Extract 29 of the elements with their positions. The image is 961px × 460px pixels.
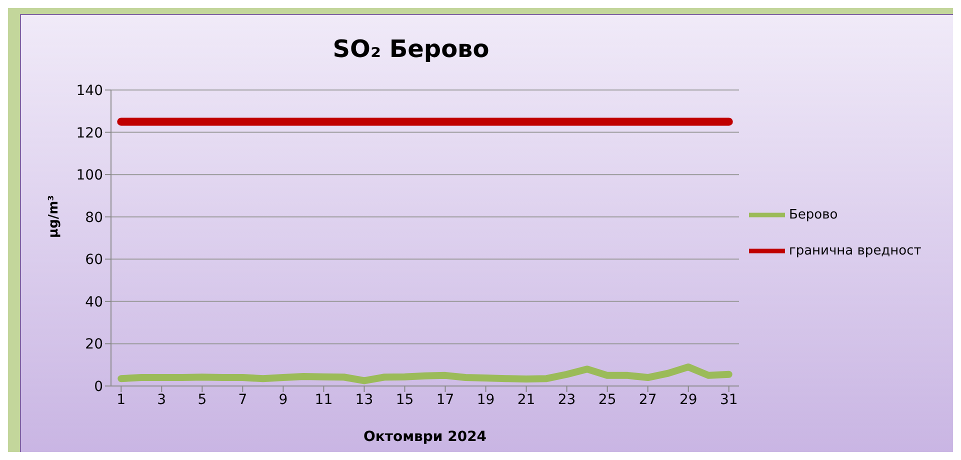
- x-axis-title: Октомври 2024: [363, 429, 487, 445]
- x-tick-label: 15: [396, 392, 414, 408]
- x-tick-label: 11: [314, 392, 333, 408]
- x-tick-label: 31: [720, 392, 738, 408]
- x-tick-label: 9: [278, 392, 288, 408]
- x-tick-label: 7: [238, 392, 248, 408]
- y-tick-label: 60: [85, 252, 103, 268]
- x-tick-label: 13: [355, 392, 374, 408]
- x-tick-label: 25: [598, 392, 616, 408]
- x-tick-label: 29: [679, 392, 698, 408]
- x-tick-label: 1: [116, 392, 126, 408]
- x-tick-label: 27: [638, 392, 657, 408]
- chart-title: SO₂ Берово: [332, 35, 490, 63]
- y-axis-title: µg/m³: [46, 195, 62, 238]
- x-tick-label: 3: [157, 392, 166, 408]
- y-tick-label: 20: [85, 336, 103, 353]
- x-tick-label: 17: [436, 392, 454, 408]
- x-tick-label: 23: [558, 392, 576, 408]
- y-tick-label: 140: [76, 82, 103, 99]
- y-tick-label: 80: [85, 210, 103, 226]
- y-tick-label: 120: [76, 125, 103, 142]
- y-tick-label: 40: [85, 294, 103, 310]
- x-tick-label: 5: [198, 392, 207, 408]
- y-tick-label: 100: [76, 168, 103, 184]
- x-tick-label: 21: [517, 392, 536, 408]
- legend-label: Берово: [789, 208, 838, 223]
- y-tick-label: 0: [94, 378, 103, 395]
- legend-label: гранична вредност: [789, 244, 922, 259]
- x-tick-label: 19: [476, 392, 495, 408]
